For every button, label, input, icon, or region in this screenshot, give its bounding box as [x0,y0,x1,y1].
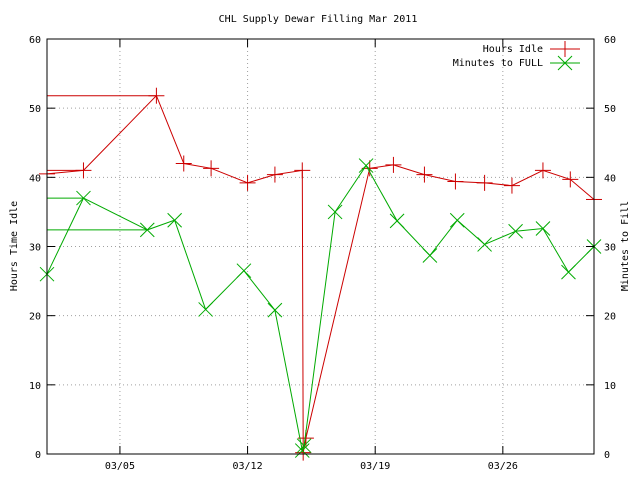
legend-label: Hours Idle [483,44,543,55]
series-minutes-to-full-line [46,164,595,453]
marker-stroke [389,213,405,229]
y-tick-label: 0 [35,450,41,461]
marker-stroke [198,302,213,317]
cross-marker [294,443,310,458]
cross-marker [535,221,551,236]
chart-title: CHL Supply Dewar Filling Mar 2011 [219,14,418,25]
cross-marker [449,212,465,228]
cross-marker [422,248,438,263]
y-tick-label: 20 [29,312,41,323]
y2-tick-label: 40 [604,173,616,184]
plus-marker [385,156,402,173]
marker-stroke [294,443,310,458]
series-hours-idle-line [46,94,595,453]
flat-segments [47,95,157,231]
marker-stroke [76,190,91,206]
y2-tick-label: 50 [604,104,616,115]
cross-marker [236,263,252,279]
legend: Hours Idle Minutes to FULL [453,41,580,71]
marker-stroke [296,438,312,454]
cross-marker [296,438,312,454]
x-tick-label: 03/12 [233,461,263,472]
y2-tick-label: 20 [604,312,616,323]
plus-marker [203,160,220,177]
cross-marker [358,158,374,173]
plus-marker [266,166,283,183]
marker-stroke [561,264,576,280]
plus-marker [476,174,493,191]
marker-stroke [267,302,283,318]
cross-marker [198,302,213,317]
series-hours-idle [39,87,602,461]
plus-marker [534,162,551,179]
cross-marker [389,213,405,229]
y-axis-label: Hours Time Idle [9,201,20,291]
y-tick-label: 50 [29,104,41,115]
y2-tick-label: 30 [604,243,616,254]
cross-marker [557,55,573,71]
plus-marker [503,177,520,194]
plus-marker [294,162,311,179]
y2-tick-label: 60 [604,35,616,46]
y-tick-label: 30 [29,243,41,254]
marker-stroke [535,221,551,236]
x-tick-label: 03/19 [360,461,390,472]
plus-marker [447,173,464,190]
plus-marker [75,162,92,179]
marker-stroke [236,263,252,279]
plus-marker [148,87,165,104]
axis-ticks: 0 0 10 10 20 20 30 30 40 40 50 50 60 60 03/05 03/12 03/1… [29,35,616,472]
plus-marker [562,171,579,188]
y2-tick-label: 0 [604,450,610,461]
y2-axis-label: Minutes to Fill [620,201,631,291]
cross-marker [76,190,91,206]
cross-marker [327,204,343,220]
cross-marker [561,264,576,280]
marker-stroke [422,248,438,263]
marker-stroke [358,158,374,173]
plus-marker [239,174,256,191]
x-tick-label: 03/05 [105,461,135,472]
marker-stroke [167,212,182,228]
y-tick-label: 60 [29,35,41,46]
y-tick-label: 40 [29,173,41,184]
marker-stroke [449,212,465,228]
x-tick-label: 03/26 [488,461,518,472]
y2-tick-label: 10 [604,381,616,392]
y-tick-label: 10 [29,381,41,392]
marker-stroke [139,222,155,238]
cross-marker [167,212,182,228]
cross-marker [267,302,283,318]
grid-lines [47,39,594,454]
series-layer [39,87,602,461]
cross-marker [508,223,523,239]
plus-marker [175,155,192,172]
cross-marker [477,237,492,252]
cross-marker [139,222,155,238]
plus-marker [416,166,433,183]
series-minutes-to-full [39,158,602,458]
plus-marker [557,41,573,57]
marker-stroke [557,55,573,71]
marker-stroke [327,204,343,220]
legend-label: Minutes to FULL [453,58,543,69]
marker-stroke [508,223,523,239]
marker-stroke [477,237,492,252]
